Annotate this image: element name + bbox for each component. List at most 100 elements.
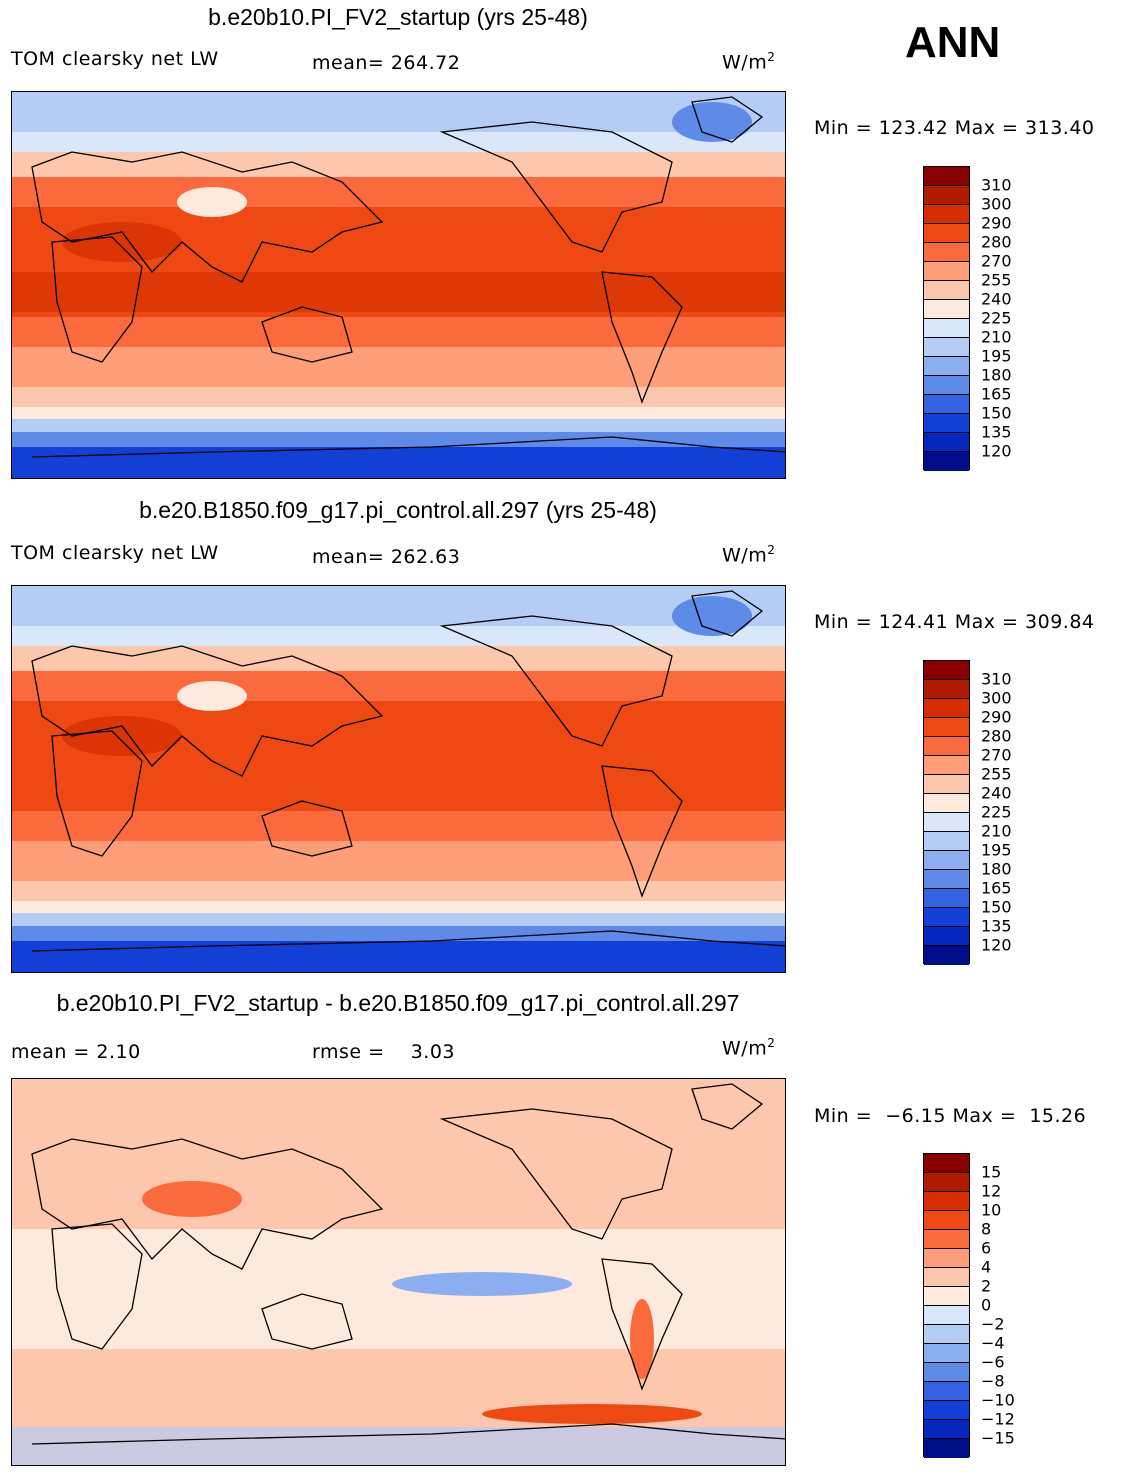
panel2-title: b.e20.B1850.f09_g17.pi_control.all.297 (…	[139, 497, 657, 523]
colorbar-tick-label: 280	[981, 232, 1012, 252]
colorbar-tick-label: 225	[981, 802, 1012, 822]
panel1-colorbar	[923, 166, 970, 471]
colorbar-segment	[924, 851, 969, 870]
colorbar-tick-label: −6	[981, 1352, 1005, 1372]
colorbar-segment	[924, 927, 969, 946]
colorbar-tick-label: 255	[981, 270, 1012, 290]
colorbar-tick-label: 270	[981, 745, 1012, 765]
colorbar-segment	[924, 319, 969, 338]
panel2-min-max: Min = 124.41 Max = 309.84	[814, 611, 1095, 633]
colorbar-segment	[924, 262, 969, 281]
colorbar-tick-label: 4	[981, 1257, 992, 1277]
colorbar-tick-label: 240	[981, 783, 1012, 803]
panel1-mean-label: mean= 264.72	[312, 52, 461, 74]
panel2-units: W/m2	[722, 543, 776, 567]
colorbar-tick-label: −15	[981, 1428, 1015, 1448]
colorbar-tick-label: 135	[981, 916, 1012, 936]
panel3-map	[11, 1078, 786, 1466]
colorbar-segment	[924, 908, 969, 927]
colorbar-tick-label: 165	[981, 384, 1012, 404]
colorbar-segment	[924, 1154, 969, 1173]
colorbar-tick-label: 150	[981, 897, 1012, 917]
colorbar-tick-label: 120	[981, 441, 1012, 461]
colorbar-segment	[924, 737, 969, 756]
colorbar-tick-label: 8	[981, 1219, 992, 1239]
colorbar-tick-label: 310	[981, 669, 1012, 689]
colorbar-segment	[924, 414, 969, 433]
panel3-title: b.e20b10.PI_FV2_startup - b.e20.B1850.f0…	[56, 990, 740, 1016]
colorbar-tick-label: −4	[981, 1333, 1005, 1353]
colorbar-segment	[924, 376, 969, 395]
colorbar-tick-label: 195	[981, 346, 1012, 366]
colorbar-tick-label: 270	[981, 251, 1012, 271]
panel1-min-max: Min = 123.42 Max = 313.40	[814, 117, 1095, 139]
colorbar-segment	[924, 1439, 969, 1458]
panel3-rmse-label: rmse = 3.03	[312, 1041, 455, 1063]
colorbar-tick-label: 310	[981, 175, 1012, 195]
colorbar-tick-label: 300	[981, 688, 1012, 708]
colorbar-tick-label: 280	[981, 726, 1012, 746]
colorbar-tick-label: 225	[981, 308, 1012, 328]
colorbar-segment	[924, 1173, 969, 1192]
colorbar-segment	[924, 756, 969, 775]
colorbar-segment	[924, 718, 969, 737]
panel3-mean-label: mean = 2.10	[11, 1041, 141, 1063]
colorbar-tick-label: −2	[981, 1314, 1005, 1334]
colorbar-tick-label: 165	[981, 878, 1012, 898]
colorbar-tick-label: 290	[981, 213, 1012, 233]
panel3-colorbar	[923, 1153, 970, 1458]
colorbar-segment	[924, 1401, 969, 1420]
colorbar-tick-label: 2	[981, 1276, 992, 1296]
panel3-units: W/m2	[722, 1036, 776, 1060]
colorbar-segment	[924, 889, 969, 908]
colorbar-segment	[924, 186, 969, 205]
colorbar-tick-label: 0	[981, 1295, 992, 1315]
colorbar-segment	[924, 1268, 969, 1287]
colorbar-segment	[924, 205, 969, 224]
panel2-mean-label: mean= 262.63	[312, 546, 461, 568]
colorbar-segment	[924, 1192, 969, 1211]
colorbar-segment	[924, 1230, 969, 1249]
colorbar-tick-label: 210	[981, 821, 1012, 841]
colorbar-segment	[924, 1306, 969, 1325]
panel2-map	[11, 585, 786, 973]
colorbar-tick-label: 15	[981, 1162, 1002, 1182]
colorbar-segment	[924, 813, 969, 832]
colorbar-segment	[924, 1249, 969, 1268]
colorbar-tick-label: 12	[981, 1181, 1002, 1201]
panel1-units: W/m2	[722, 50, 776, 74]
colorbar-tick-label: 150	[981, 403, 1012, 423]
panel1-map	[11, 91, 786, 479]
colorbar-tick-label: 180	[981, 859, 1012, 879]
panel2-variable-label: TOM clearsky net LW	[11, 542, 219, 564]
panel2-colorbar	[923, 660, 970, 965]
colorbar-tick-label: −8	[981, 1371, 1005, 1391]
colorbar-tick-label: 195	[981, 840, 1012, 860]
colorbar-segment	[924, 1344, 969, 1363]
colorbar-segment	[924, 243, 969, 262]
colorbar-tick-label: 290	[981, 707, 1012, 727]
colorbar-tick-label: 135	[981, 422, 1012, 442]
colorbar-tick-label: −12	[981, 1409, 1015, 1429]
colorbar-segment	[924, 680, 969, 699]
colorbar-segment	[924, 1420, 969, 1439]
colorbar-tick-label: 6	[981, 1238, 992, 1258]
colorbar-segment	[924, 452, 969, 471]
colorbar-segment	[924, 946, 969, 965]
season-label: ANN	[905, 18, 1001, 67]
colorbar-segment	[924, 1382, 969, 1401]
colorbar-segment	[924, 338, 969, 357]
colorbar-tick-label: 255	[981, 764, 1012, 784]
panel1-title: b.e20b10.PI_FV2_startup (yrs 25-48)	[208, 4, 588, 30]
colorbar-segment	[924, 1325, 969, 1344]
colorbar-tick-label: −10	[981, 1390, 1015, 1410]
colorbar-tick-label: 180	[981, 365, 1012, 385]
colorbar-segment	[924, 699, 969, 718]
colorbar-segment	[924, 794, 969, 813]
colorbar-segment	[924, 167, 969, 186]
colorbar-tick-label: 120	[981, 935, 1012, 955]
colorbar-segment	[924, 775, 969, 794]
colorbar-segment	[924, 357, 969, 376]
colorbar-tick-label: 240	[981, 289, 1012, 309]
colorbar-segment	[924, 661, 969, 680]
